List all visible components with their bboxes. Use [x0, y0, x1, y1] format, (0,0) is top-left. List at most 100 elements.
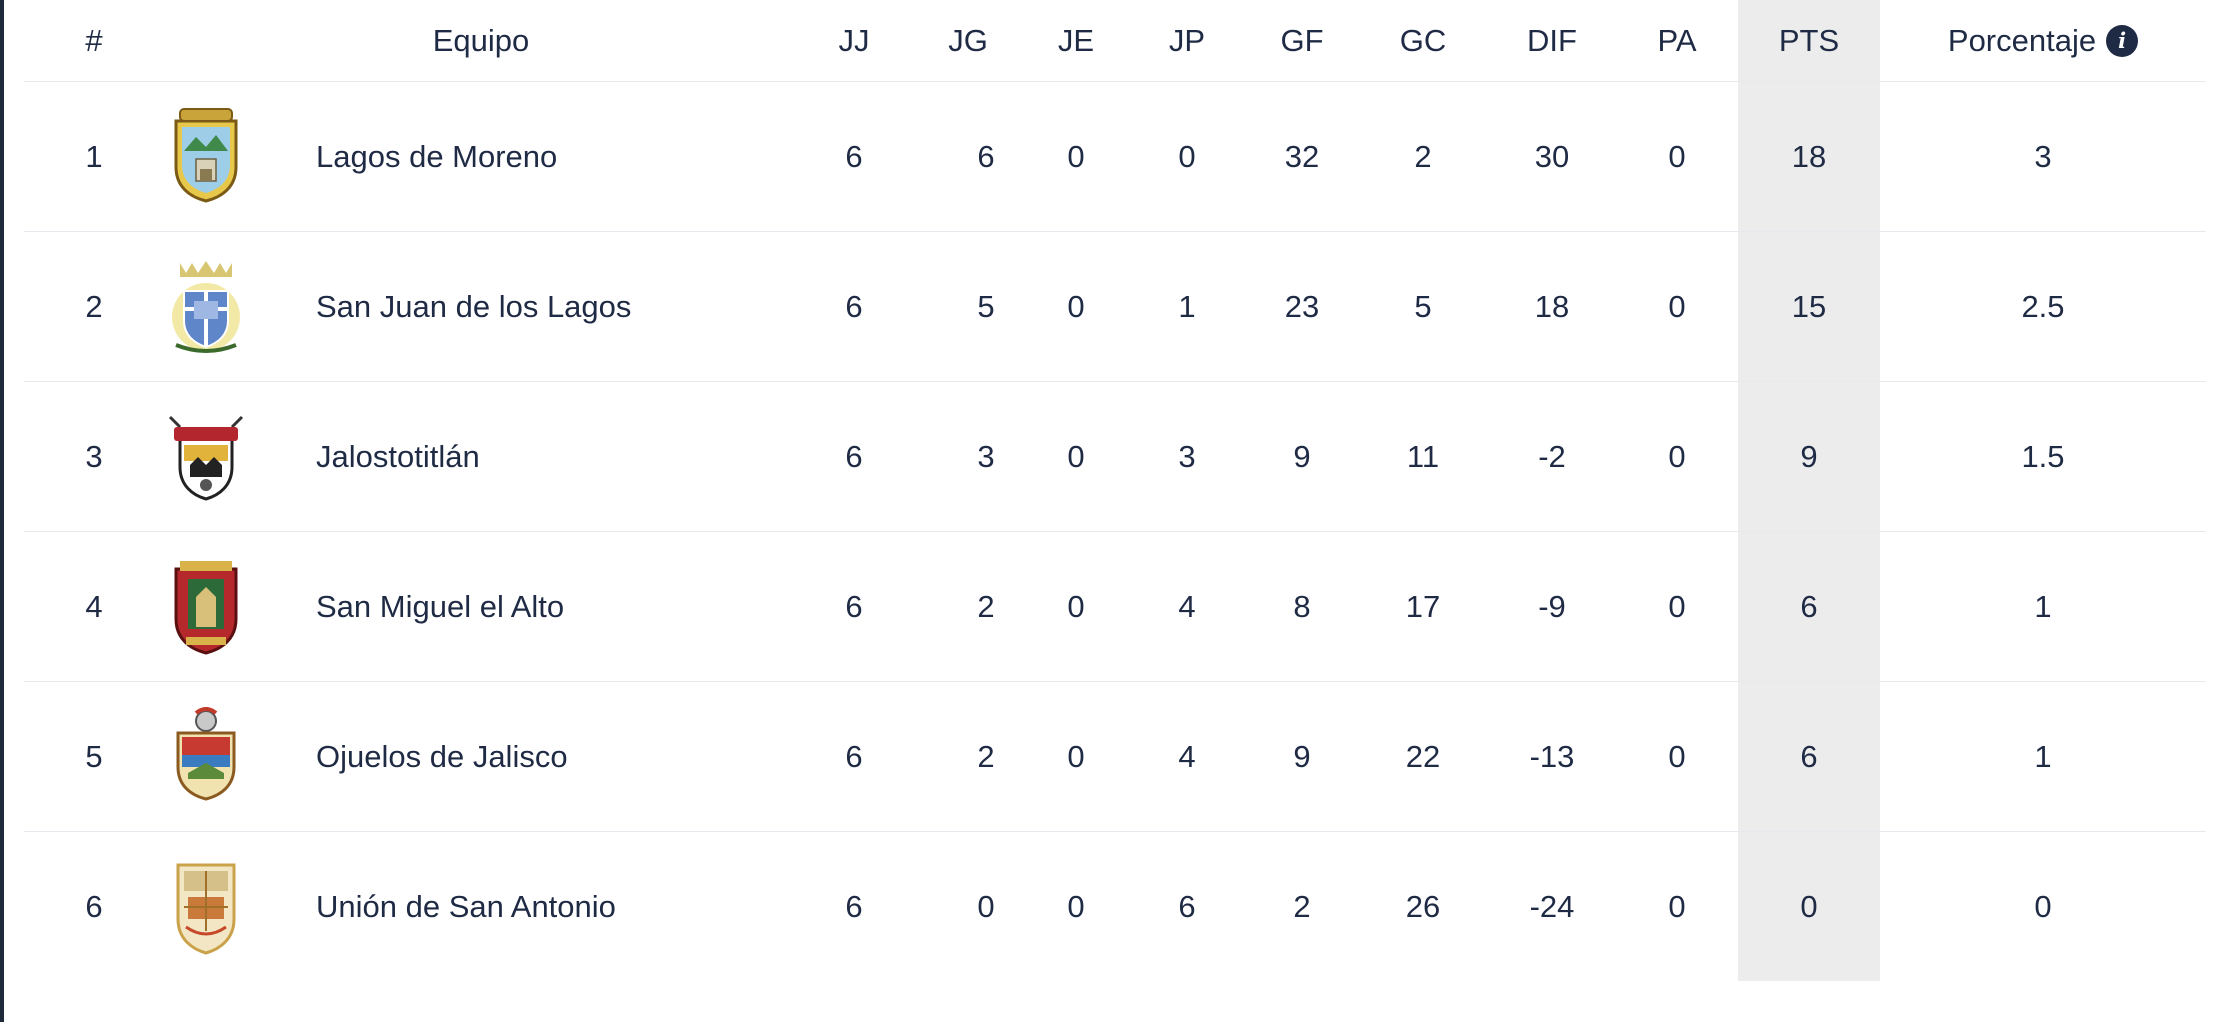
dif-cell: 18 [1534, 288, 1570, 324]
jj-cell: 6 [845, 588, 863, 624]
je-cell: 0 [1067, 438, 1085, 474]
pts-column-highlight [1738, 232, 1880, 381]
je-cell: 0 [1067, 588, 1085, 624]
team-crest [136, 832, 276, 981]
table-row: 1 Lagos de Moreno 6 6 0 0 32 2 30 0 18 3 [24, 82, 2206, 232]
je-cell: 0 [1067, 738, 1085, 774]
team-crest [136, 382, 276, 531]
jj-cell: 6 [845, 288, 863, 324]
dif-cell: 30 [1534, 138, 1570, 174]
rank-cell: 1 [85, 138, 103, 174]
jg-cell: 3 [977, 438, 995, 474]
gf-cell: 23 [1284, 288, 1320, 324]
table-row: 4 San Miguel el Alto 6 2 0 4 8 17 -9 0 6… [24, 532, 2206, 682]
rank-cell: 2 [85, 288, 103, 324]
jj-cell: 6 [845, 738, 863, 774]
team-crest [136, 532, 276, 681]
je-cell: 0 [1067, 288, 1085, 324]
gc-cell: 2 [1414, 138, 1432, 174]
pa-cell: 0 [1668, 888, 1686, 924]
gf-cell: 8 [1293, 588, 1311, 624]
jp-cell: 1 [1178, 288, 1196, 324]
pts-cell: 0 [1800, 888, 1818, 924]
pts-column-highlight [1738, 682, 1880, 831]
percentage-cell: 1.5 [2021, 438, 2065, 474]
window-edge [0, 0, 4, 1022]
pa-cell: 0 [1668, 588, 1686, 624]
team-crest [136, 232, 276, 381]
pts-cell: 6 [1800, 588, 1818, 624]
jp-cell: 0 [1178, 138, 1196, 174]
percentage-cell: 2.5 [2021, 288, 2065, 324]
header-gf: GF [1280, 22, 1324, 58]
gc-cell: 11 [1406, 438, 1440, 474]
gf-cell: 2 [1293, 888, 1311, 924]
pts-column-highlight [1738, 0, 1880, 81]
je-cell: 0 [1067, 888, 1085, 924]
pts-column-highlight [1738, 82, 1880, 231]
jg-cell: 2 [977, 738, 995, 774]
pa-cell: 0 [1668, 738, 1686, 774]
gf-cell: 9 [1293, 438, 1311, 474]
dif-cell: -13 [1529, 738, 1575, 774]
standings-table: # Equipo JJ JG JE JP GF GC DIF PA PTS Po… [24, 0, 2206, 981]
jg-cell: 6 [977, 138, 995, 174]
pts-column-highlight [1738, 382, 1880, 531]
pa-cell: 0 [1668, 438, 1686, 474]
team-name[interactable]: Ojuelos de Jalisco [316, 738, 568, 774]
gf-cell: 9 [1293, 738, 1311, 774]
header-je: JE [1057, 22, 1095, 58]
header-pts: PTS [1778, 22, 1840, 58]
team-name[interactable]: Lagos de Moreno [316, 138, 558, 174]
crest-union-de-san-antonio-icon [176, 863, 236, 955]
jj-cell: 6 [845, 138, 863, 174]
pa-cell: 0 [1668, 288, 1686, 324]
table-row: 6 Unión de San Antonio 6 0 0 6 2 26 -24 … [24, 832, 2206, 981]
header-pa: PA [1657, 22, 1697, 58]
rank-cell: 4 [85, 588, 103, 624]
info-icon[interactable]: i [2106, 24, 2139, 57]
jp-cell: 3 [1178, 438, 1196, 474]
team-name[interactable]: San Miguel el Alto [316, 588, 565, 624]
pts-cell: 18 [1791, 138, 1827, 174]
team-crest [136, 682, 276, 831]
table-row: 2 San Juan de los Lagos 6 5 0 1 23 5 18 … [24, 232, 2206, 382]
pts-cell: 9 [1800, 438, 1818, 474]
team-name[interactable]: San Juan de los Lagos [316, 288, 632, 324]
rank-cell: 5 [85, 738, 103, 774]
jg-cell: 2 [977, 588, 995, 624]
crest-lagos-de-moreno-icon [174, 107, 238, 203]
percentage-cell: 3 [2034, 138, 2052, 174]
header-jj: JJ [838, 22, 870, 58]
dif-cell: -2 [1538, 438, 1566, 474]
header-team: Equipo [432, 22, 530, 58]
pts-cell: 15 [1791, 288, 1827, 324]
table-row: 3 Jalostotitlán 6 3 0 3 9 11 -2 0 9 1.5 [24, 382, 2206, 532]
jp-cell: 6 [1178, 888, 1196, 924]
table-row: 5 Ojuelos de Jalisco 6 2 0 4 9 22 -13 0 … [24, 682, 2206, 832]
team-name[interactable]: Jalostotitlán [316, 438, 480, 474]
jj-cell: 6 [845, 888, 863, 924]
header-rank: # [85, 22, 103, 58]
crest-san-juan-de-los-lagos-icon [172, 260, 240, 353]
gc-cell: 17 [1405, 588, 1441, 624]
jg-cell: 5 [977, 288, 995, 324]
percentage-cell: 0 [2034, 888, 2052, 924]
pts-cell: 6 [1800, 738, 1818, 774]
header-gc: GC [1399, 22, 1447, 58]
header-percentage-label: Porcentaje [1947, 22, 2097, 58]
gc-cell: 5 [1414, 288, 1432, 324]
team-crest [136, 82, 276, 231]
jj-cell: 6 [845, 438, 863, 474]
rank-cell: 3 [85, 438, 103, 474]
pts-column-highlight [1738, 532, 1880, 681]
crest-san-miguel-el-alto-icon [174, 560, 238, 655]
header-dif: DIF [1527, 22, 1577, 58]
jg-cell: 0 [977, 888, 995, 924]
rank-cell: 6 [85, 888, 103, 924]
percentage-cell: 1 [2034, 588, 2052, 624]
pa-cell: 0 [1668, 138, 1686, 174]
team-name[interactable]: Unión de San Antonio [316, 888, 616, 924]
gf-cell: 32 [1284, 138, 1320, 174]
table-header-row: # Equipo JJ JG JE JP GF GC DIF PA PTS Po… [24, 0, 2206, 82]
